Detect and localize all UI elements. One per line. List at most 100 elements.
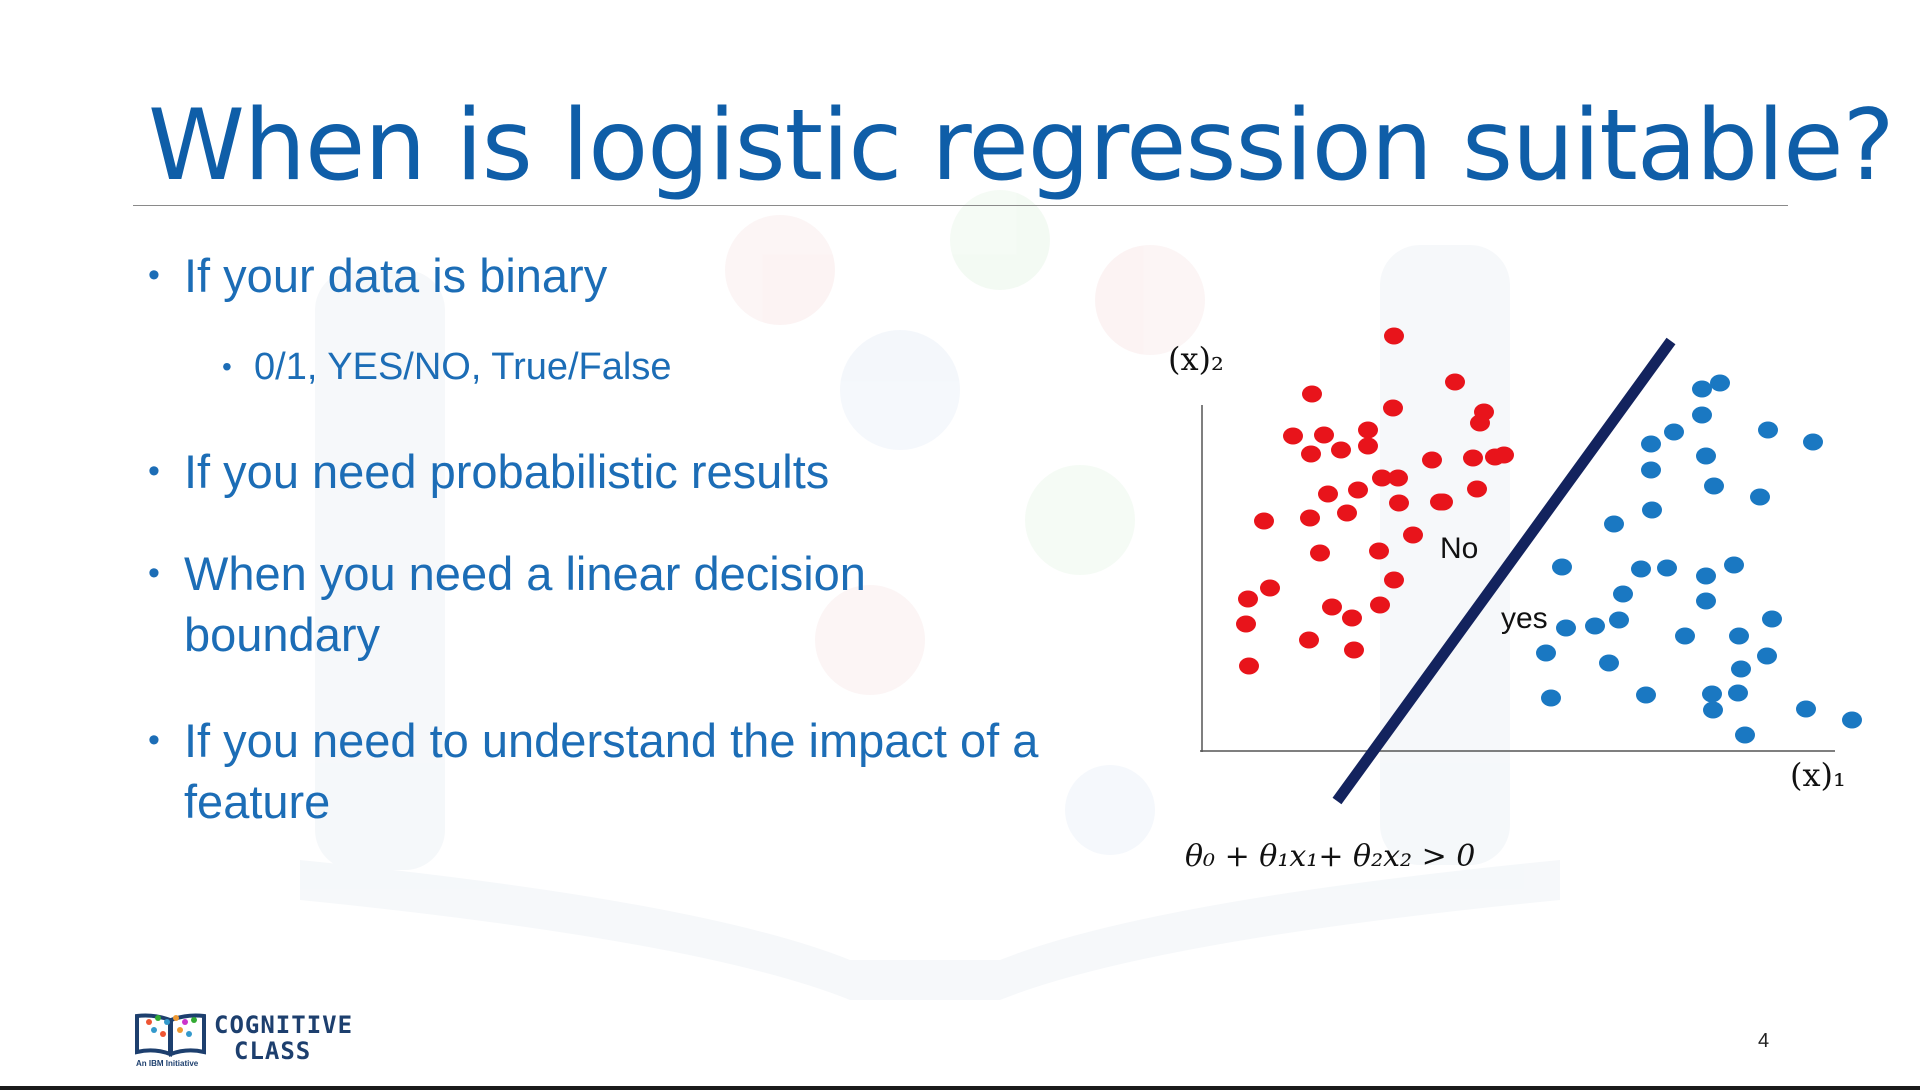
- data-point-no: [1384, 571, 1404, 589]
- data-point-yes: [1703, 701, 1723, 719]
- cognitive-class-logo: COGNITIVE CLASS An IBM Initiative: [134, 1008, 352, 1068]
- data-point-yes: [1609, 611, 1629, 629]
- data-point-no: [1467, 480, 1487, 498]
- data-point-no: [1445, 373, 1465, 391]
- data-point-yes: [1728, 684, 1748, 702]
- data-point-yes: [1641, 435, 1661, 453]
- bullet-text: When you need a linear decision boundary: [184, 547, 866, 661]
- bullet-binary-examples: • 0/1, YES/NO, True/False: [222, 342, 1022, 392]
- bullet-probabilistic: • If you need probabilistic results: [148, 441, 1028, 502]
- data-point-no: [1318, 485, 1338, 503]
- data-point-yes: [1757, 647, 1777, 665]
- data-point-yes: [1692, 380, 1712, 398]
- data-point-yes: [1696, 447, 1716, 465]
- bullet-dot: •: [222, 351, 232, 382]
- bullet-dot: •: [148, 721, 160, 759]
- data-point-no: [1384, 327, 1404, 345]
- data-point-no: [1337, 504, 1357, 522]
- data-point-no: [1302, 385, 1322, 403]
- logo-book-icon: [135, 1013, 206, 1057]
- points-class-yes: [1536, 374, 1862, 744]
- bullet-binary-data: • If your data is binary: [148, 245, 1028, 306]
- bullet-text: 0/1, YES/NO, True/False: [254, 346, 672, 388]
- data-point-no: [1344, 641, 1364, 659]
- data-point-yes: [1724, 556, 1744, 574]
- region-label-yes: yes: [1501, 602, 1548, 635]
- logo-line-2: CLASS: [234, 1037, 312, 1065]
- data-point-yes: [1710, 374, 1730, 392]
- bullet-text: If you need to understand the impact of …: [184, 714, 1039, 828]
- logo-line-1: COGNITIVE: [214, 1011, 354, 1039]
- data-point-yes: [1536, 644, 1556, 662]
- data-point-yes: [1692, 406, 1712, 424]
- data-point-yes: [1842, 711, 1862, 729]
- data-point-no: [1470, 414, 1490, 432]
- bullet-dot: •: [148, 256, 160, 294]
- decision-boundary-line: [1332, 337, 1676, 805]
- data-point-no: [1372, 469, 1392, 487]
- data-point-yes: [1599, 654, 1619, 672]
- data-point-no: [1300, 509, 1320, 527]
- data-point-no: [1388, 469, 1408, 487]
- data-point-no: [1331, 441, 1351, 459]
- data-point-yes: [1631, 560, 1651, 578]
- data-point-yes: [1664, 423, 1684, 441]
- data-point-no: [1342, 609, 1362, 627]
- logo-tagline: An IBM Initiative: [136, 1059, 199, 1068]
- data-point-no: [1299, 631, 1319, 649]
- data-point-no: [1236, 615, 1256, 633]
- data-point-yes: [1657, 559, 1677, 577]
- data-point-no: [1322, 598, 1342, 616]
- data-point-yes: [1642, 501, 1662, 519]
- data-point-no: [1383, 399, 1403, 417]
- data-point-no: [1370, 596, 1390, 614]
- data-point-yes: [1731, 660, 1751, 678]
- bottom-edge-bar: [0, 1086, 1920, 1090]
- boundary-equation: θ₀ + θ₁x₁+ θ₂x₂ > 0: [1185, 839, 1475, 874]
- data-point-yes: [1675, 627, 1695, 645]
- title-underline: [133, 205, 1788, 206]
- data-point-yes: [1750, 488, 1770, 506]
- data-point-yes: [1541, 689, 1561, 707]
- region-label-no: No: [1440, 532, 1478, 565]
- data-point-no: [1389, 494, 1409, 512]
- bullet-linear-boundary: • When you need a linear decision bounda…: [148, 543, 968, 665]
- data-point-no: [1260, 579, 1280, 597]
- data-point-yes: [1556, 619, 1576, 637]
- data-point-yes: [1613, 585, 1633, 603]
- data-point-no: [1358, 437, 1378, 455]
- data-point-yes: [1702, 685, 1722, 703]
- data-point-no: [1369, 542, 1389, 560]
- data-point-yes: [1552, 558, 1572, 576]
- data-point-yes: [1641, 461, 1661, 479]
- bullet-dot: •: [148, 554, 160, 592]
- data-point-yes: [1696, 567, 1716, 585]
- data-point-no: [1314, 426, 1334, 444]
- points-class-no: [1236, 327, 1514, 675]
- data-point-no: [1283, 427, 1303, 445]
- data-point-yes: [1729, 627, 1749, 645]
- data-point-yes: [1636, 686, 1656, 704]
- data-point-no: [1239, 657, 1259, 675]
- data-point-yes: [1762, 610, 1782, 628]
- data-point-no: [1348, 481, 1368, 499]
- bullet-text: If you need probabilistic results: [184, 445, 830, 498]
- y-axis-label: (x)₂: [1168, 340, 1224, 378]
- data-point-no: [1254, 512, 1274, 530]
- data-point-yes: [1585, 617, 1605, 635]
- data-point-yes: [1696, 592, 1716, 610]
- data-point-no: [1310, 544, 1330, 562]
- bullet-text: If your data is binary: [184, 249, 608, 302]
- data-point-no: [1238, 590, 1258, 608]
- data-point-yes: [1796, 700, 1816, 718]
- data-point-no: [1463, 449, 1483, 467]
- data-point-yes: [1604, 515, 1624, 533]
- x-axis-label: (x)₁: [1790, 756, 1846, 794]
- logo-wordmark: COGNITIVE CLASS: [214, 1012, 353, 1064]
- page-number: 4: [1758, 1030, 1770, 1052]
- data-point-no: [1301, 445, 1321, 463]
- slide-title: When is logistic regression suitable?: [148, 89, 1895, 203]
- data-point-yes: [1704, 477, 1724, 495]
- data-point-no: [1430, 493, 1450, 511]
